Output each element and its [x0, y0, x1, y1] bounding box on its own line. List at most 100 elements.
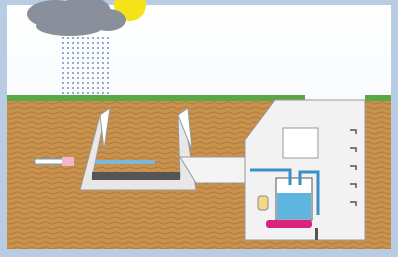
rain-drop — [107, 62, 109, 64]
tank-water — [277, 193, 311, 219]
rain-drop — [82, 42, 84, 44]
rain-drop — [107, 57, 109, 59]
rain-drop — [82, 77, 84, 79]
rain-drop — [87, 37, 89, 39]
rain-drop — [92, 52, 94, 54]
rain-drop — [82, 57, 84, 59]
rain-drop — [102, 82, 104, 84]
rain-drop — [107, 82, 109, 84]
rain-drop — [72, 47, 74, 49]
rain-drop — [92, 47, 94, 49]
rain-drop — [102, 72, 104, 74]
rain-drop — [72, 57, 74, 59]
pump — [266, 220, 312, 228]
rain-drop — [97, 52, 99, 54]
rain-drop — [87, 67, 89, 69]
rain-drop — [87, 87, 89, 89]
rain-drop — [92, 57, 94, 59]
rain-drop — [92, 72, 94, 74]
rain-drop — [67, 87, 69, 89]
panel — [283, 128, 318, 158]
rain-drop — [82, 92, 84, 94]
rain-drop — [77, 42, 79, 44]
pit-floor — [92, 172, 180, 180]
rain-drop — [87, 77, 89, 79]
rain-drop — [82, 82, 84, 84]
rain-drop — [62, 52, 64, 54]
grass — [365, 95, 391, 101]
rain-drop — [62, 72, 64, 74]
rain-drop — [72, 67, 74, 69]
rain-drop — [67, 62, 69, 64]
rain-drop — [97, 92, 99, 94]
rain-drop — [67, 77, 69, 79]
rain-drop — [97, 42, 99, 44]
rain-drop — [77, 77, 79, 79]
rain-drop — [72, 92, 74, 94]
rain-drop — [102, 87, 104, 89]
rain-drop — [62, 42, 64, 44]
rain-drop — [97, 62, 99, 64]
rain-drop — [62, 77, 64, 79]
rain-drop — [97, 57, 99, 59]
inlet-fitting — [62, 157, 74, 166]
rain-drop — [102, 42, 104, 44]
rain-drop — [92, 87, 94, 89]
rain-drop — [67, 57, 69, 59]
rain-drop — [107, 47, 109, 49]
rain-drop — [82, 37, 84, 39]
rain-drop — [97, 67, 99, 69]
rain-drop — [107, 87, 109, 89]
rain-drop — [92, 77, 94, 79]
drain — [315, 228, 318, 240]
rain-drop — [87, 72, 89, 74]
rain-drop — [82, 52, 84, 54]
rain-drop — [72, 77, 74, 79]
rain-drop — [82, 47, 84, 49]
rain-drop — [87, 62, 89, 64]
rain-drop — [62, 47, 64, 49]
rain-drop — [102, 52, 104, 54]
rain-drop — [102, 77, 104, 79]
rain-drop — [67, 47, 69, 49]
rain-drop — [82, 67, 84, 69]
rain-drop — [107, 42, 109, 44]
rain-drop — [107, 77, 109, 79]
rain-drop — [72, 87, 74, 89]
rain-drop — [77, 72, 79, 74]
rain-drop — [107, 37, 109, 39]
rain-drop — [77, 82, 79, 84]
rain-drop — [62, 37, 64, 39]
rain-drop — [82, 87, 84, 89]
rain-drop — [87, 42, 89, 44]
rain-drop — [107, 72, 109, 74]
rain-drop — [87, 47, 89, 49]
rain-drop — [102, 67, 104, 69]
rain-drop — [97, 82, 99, 84]
rain-drop — [62, 92, 64, 94]
grass — [7, 95, 305, 101]
rain-drop — [67, 52, 69, 54]
rain-drop — [67, 67, 69, 69]
rain-drop — [72, 82, 74, 84]
rain-drop — [92, 37, 94, 39]
rain-drop — [67, 82, 69, 84]
rain-drop — [87, 57, 89, 59]
rain-drop — [92, 82, 94, 84]
rain-drop — [102, 92, 104, 94]
rain-drop — [92, 62, 94, 64]
rain-drop — [62, 82, 64, 84]
rain-drop — [92, 92, 94, 94]
rain-drop — [87, 82, 89, 84]
rain-drop — [102, 37, 104, 39]
rain-drop — [102, 57, 104, 59]
rain-drop — [72, 62, 74, 64]
rain-drop — [107, 92, 109, 94]
rain-drop — [67, 42, 69, 44]
rain-drop — [82, 72, 84, 74]
rain-drop — [77, 67, 79, 69]
rain-drop — [77, 87, 79, 89]
rain-drop — [62, 62, 64, 64]
rain-drop — [72, 42, 74, 44]
rain-drop — [97, 72, 99, 74]
